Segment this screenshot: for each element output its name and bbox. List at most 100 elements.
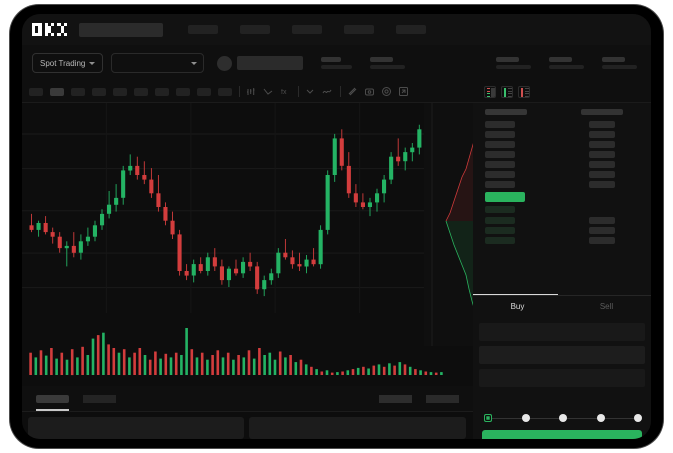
orderbook-ask-row[interactable] [485,181,515,188]
market-type-selector[interactable]: Spot Trading [32,53,104,73]
tab-buy-label: Buy [510,302,525,311]
orderbook-ask-row[interactable] [485,171,515,178]
stat-24h-high [370,57,406,69]
market-type-label: Spot Trading [40,58,86,68]
nav-item-5[interactable] [396,25,426,34]
orderbook-mid-price [485,192,525,202]
order-form-field-1[interactable] [479,323,645,341]
chart-toolbar: fx [22,81,473,103]
right-panel: Buy Sell [473,103,651,439]
timeframe-button-1[interactable] [29,87,43,96]
trend-line-icon[interactable] [263,86,274,97]
stat-24h-change [321,57,353,69]
amount-slider[interactable] [484,413,642,423]
orderbook-header-amount [581,109,623,115]
bottom-tab-open-orders[interactable] [36,394,69,411]
orderbook-toolbar [473,81,651,103]
orderbook-bid-row[interactable] [485,237,515,244]
timeframe-button-4[interactable] [92,87,106,96]
timeframe-button-3[interactable] [71,87,85,96]
orderbook-list[interactable] [473,103,651,289]
last-price [237,56,304,70]
orderbook-ask-row[interactable] [485,131,515,138]
stat-index-price [602,57,637,69]
timeframe-button-10[interactable] [218,87,232,96]
orderbook-bid-amount [589,237,615,244]
settings-icon[interactable] [381,86,392,97]
nav-item-1[interactable] [188,25,218,34]
okx-logo[interactable] [32,23,67,36]
search-input[interactable] [79,22,163,37]
buy-sell-tabs: Buy Sell [473,295,651,317]
orderbook-ask-row[interactable] [485,121,515,128]
bottom-panel-right[interactable] [249,417,466,439]
stat-24h-volume [496,57,531,69]
svg-text:fx: fx [281,89,287,96]
bottom-panel-left[interactable] [28,417,244,439]
orderbook-ask-amount [589,171,615,178]
stat-24h-turnover [549,57,584,69]
orderbook-ask-row[interactable] [485,151,515,158]
timeframe-button-6[interactable] [134,87,148,96]
candlestick-icon[interactable] [246,86,257,97]
orderbook-bid-row[interactable] [485,217,515,224]
orderbook-header-price [485,109,527,115]
timeframe-button-8[interactable] [176,87,190,96]
order-form-field-2[interactable] [479,346,645,364]
orderbook-ask-amount [589,141,615,148]
timeframe-button-9[interactable] [197,87,211,96]
orderbook-bid-row[interactable] [485,206,515,213]
price-chart[interactable] [22,103,473,386]
line-chart-icon[interactable] [322,86,333,97]
camera-icon[interactable] [364,86,375,97]
nav-items [188,25,426,34]
orderbook-ask-row[interactable] [485,161,515,168]
bottom-tab-action-2[interactable] [426,394,459,403]
toolbar-divider [340,86,341,97]
app-screen: Spot Trading fx [22,14,651,439]
submit-order-button[interactable] [482,430,642,439]
pair-selector[interactable] [111,53,205,73]
slider-step-5[interactable] [634,414,642,422]
top-navigation-bar [22,14,651,45]
toolbar-divider [239,86,240,97]
buy-tab-underline [473,294,558,296]
bottom-tab-action-1[interactable] [379,394,412,403]
tab-sell[interactable]: Sell [562,296,651,317]
orderbook-ask-amount [589,131,615,138]
bottom-panels [22,412,473,439]
timeframe-button-7[interactable] [155,87,169,96]
fullscreen-icon[interactable] [398,86,409,97]
orderbook-ask-amount [589,181,615,188]
order-form-field-3[interactable] [479,369,645,387]
candlestick-canvas [22,103,444,376]
coin-avatar [217,55,233,71]
tab-sell-label: Sell [599,302,614,311]
orderbook-bids-icon[interactable] [501,85,513,98]
chevron-down-icon[interactable] [305,86,316,97]
magnet-icon[interactable] [347,86,358,97]
orderbook-both-icon[interactable] [484,85,496,98]
orderbook-asks-icon[interactable] [518,85,530,98]
orderbook-bid-row[interactable] [485,227,515,234]
orderbook-ask-amount [589,121,615,128]
bottom-tab-order-history[interactable] [83,394,116,403]
nav-item-2[interactable] [240,25,270,34]
slider-handle[interactable] [484,414,492,422]
orderbook-ask-amount [589,161,615,168]
orderbook-ask-row[interactable] [485,141,515,148]
indicator-icon[interactable]: fx [280,86,291,97]
nav-item-3[interactable] [292,25,322,34]
bottom-tab-bar [22,386,473,412]
orderbook-ask-amount [589,151,615,158]
timeframe-button-2[interactable] [50,87,64,96]
timeframe-button-5[interactable] [113,87,127,96]
slider-step-4[interactable] [596,414,605,422]
toolbar-divider [298,86,299,97]
slider-step-2[interactable] [521,414,530,422]
orderbook-bid-amount [589,227,615,234]
tab-buy[interactable]: Buy [473,296,562,317]
slider-step-3[interactable] [559,414,567,422]
nav-item-4[interactable] [344,25,374,34]
